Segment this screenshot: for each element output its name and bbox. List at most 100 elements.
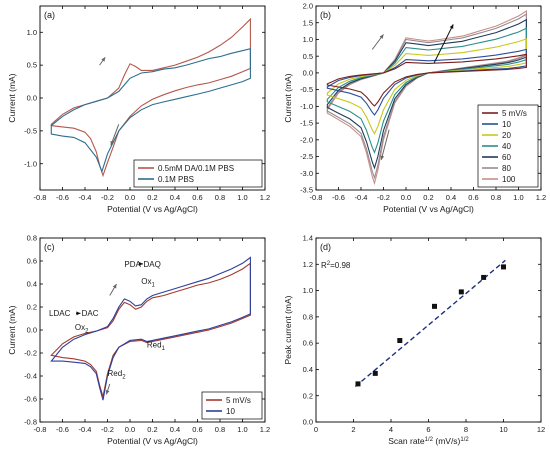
cv-curve	[326, 38, 527, 135]
x-tick-label: 1.0	[237, 193, 247, 202]
x-tick-label: 1.0	[513, 193, 523, 202]
x-tick-label: -0.4	[79, 193, 92, 202]
x-axis-title-units: (mV/s)	[433, 436, 461, 446]
x-tick-label: 0.8	[215, 193, 225, 202]
data-point	[501, 264, 506, 270]
cv-curve	[326, 18, 527, 170]
scan-arrow	[380, 129, 390, 161]
legend-box	[201, 391, 263, 420]
annotation-label: DAC	[82, 309, 99, 318]
trend-arrow-head	[449, 24, 454, 29]
x-tick-label: -0.8	[310, 193, 323, 202]
legend-label: 10	[502, 120, 511, 129]
x-axis-title: Potential (V vs Ag/AgCl)	[383, 204, 474, 214]
annotation-label: Ox2	[75, 323, 89, 335]
panel-a: -0.8 -0.6 -0.4 -0.2 0.0 0.2 0.4 0.6 0.8 1.0 1.2 -1.…	[7, 5, 270, 214]
y-tick-label: 0.5	[27, 61, 37, 70]
cv-curve	[326, 27, 527, 154]
scan-arrow-head	[379, 34, 384, 39]
r-squared-sup: 2	[327, 261, 331, 267]
panel-c: -0.8 -0.6 -0.4 -0.2 0.0 0.2 0.4 0.6 0.8 1.0 1.2 -0.…	[7, 234, 270, 446]
y-tick-label: -0.5	[300, 85, 313, 94]
y-tick-label: 1.0	[303, 35, 313, 44]
scan-arrow-head	[101, 57, 106, 62]
y-tick-label: 0.0	[27, 326, 37, 335]
r-squared-label: R2=0.98	[321, 261, 351, 270]
cv-curve	[326, 53, 527, 107]
y-tick-label: 0.2	[303, 391, 313, 400]
x-tick-label: -0.6	[56, 425, 69, 434]
x-tick-label: 0.0	[401, 193, 411, 202]
cv-curve	[50, 47, 251, 174]
x-tick-label: -0.2	[101, 193, 114, 202]
x-axis-title: Scan rate1/2 (mV/s)1/2	[388, 436, 469, 446]
legend-c: 5 mV/s 10	[201, 391, 263, 420]
x-tick-label: 4	[389, 425, 393, 434]
x-tick-label: 0.4	[170, 425, 180, 434]
legend-b: 5 mV/s 10 20 40 60 80 100	[477, 104, 539, 188]
legend-label: 60	[502, 153, 511, 162]
y-axis-title: Current (mA)	[283, 73, 293, 122]
x-tick-label: 8	[464, 425, 468, 434]
y-tick-label: 1.4	[303, 234, 313, 243]
x-tick-label: 1.0	[237, 425, 247, 434]
annotation-label: Red1	[147, 340, 166, 352]
data-point	[397, 338, 403, 344]
cv-curve	[326, 10, 527, 186]
fit-line	[354, 259, 506, 388]
x-tick-label: 1.2	[260, 193, 270, 202]
x-tick-label: 0.4	[170, 193, 180, 202]
x-tick-label: 0.2	[423, 193, 433, 202]
y-tick-label: 0.8	[27, 234, 37, 243]
y-axis-title: Current (mA)	[7, 305, 17, 354]
legend-label: 10	[226, 407, 235, 416]
x-tick-label: -0.6	[332, 193, 345, 202]
scan-arrow-head	[112, 284, 117, 289]
y-tick-label: 0.5	[303, 52, 313, 61]
x-tick-label: 10	[499, 425, 507, 434]
legend-label: 5 mV/s	[502, 109, 527, 118]
x-tick-label: 2	[351, 425, 355, 434]
y-axis-title: Current (mA)	[7, 73, 17, 122]
x-tick-label: 12	[537, 425, 545, 434]
panel-b: -0.8 -0.6 -0.4 -0.2 0.0 0.2 0.4 0.6 0.8 1.0 1.2 -3.…	[283, 2, 546, 214]
y-tick-label: -0.5	[24, 126, 37, 135]
x-axis-title-sup: 1/2	[425, 437, 434, 443]
legend-label: 0.5mM DA/0.1M PBS	[158, 164, 234, 173]
y-tick-label: -1.0	[24, 159, 37, 168]
r-squared-value: =0.98	[330, 261, 351, 270]
x-tick-label: -0.4	[355, 193, 368, 202]
y-tick-label: 1.0	[27, 28, 37, 37]
y-tick-label: 0.4	[27, 280, 37, 289]
scan-arrow-head	[110, 140, 115, 146]
panel-label: (d)	[320, 242, 331, 252]
y-tick-label: -1.0	[300, 102, 313, 111]
y-tick-label: 0.0	[27, 94, 37, 103]
x-tick-label: -0.6	[56, 193, 69, 202]
y-tick-label: 1.0	[303, 286, 313, 295]
reaction-arrow-head	[138, 261, 143, 266]
cv-curve	[326, 13, 527, 180]
cv-curve	[50, 17, 251, 178]
y-tick-label: 0.6	[27, 257, 37, 266]
x-tick-label: 1.2	[260, 425, 270, 434]
annotation-label: PDA	[124, 260, 141, 269]
x-tick-label: 0.0	[125, 425, 135, 434]
legend-label: 80	[502, 164, 511, 173]
scan-arrow-head	[380, 155, 385, 160]
y-tick-label: -0.2	[24, 349, 37, 358]
x-tick-label: 1.2	[536, 193, 546, 202]
data-point	[432, 303, 437, 309]
y-tick-label: -0.6	[24, 395, 37, 404]
legend-label: 20	[502, 131, 511, 140]
x-tick-label: 6	[426, 425, 430, 434]
cv-curve	[50, 256, 251, 401]
x-tick-label: 0.4	[446, 193, 456, 202]
annotation-label: DAQ	[144, 260, 161, 269]
reaction-arrow-head	[76, 311, 81, 316]
y-tick-label: 0.0	[303, 69, 313, 78]
x-tick-label: 0.8	[491, 193, 501, 202]
x-axis-title-sup: 1/2	[460, 437, 469, 443]
panel-label: (b)	[320, 10, 331, 20]
